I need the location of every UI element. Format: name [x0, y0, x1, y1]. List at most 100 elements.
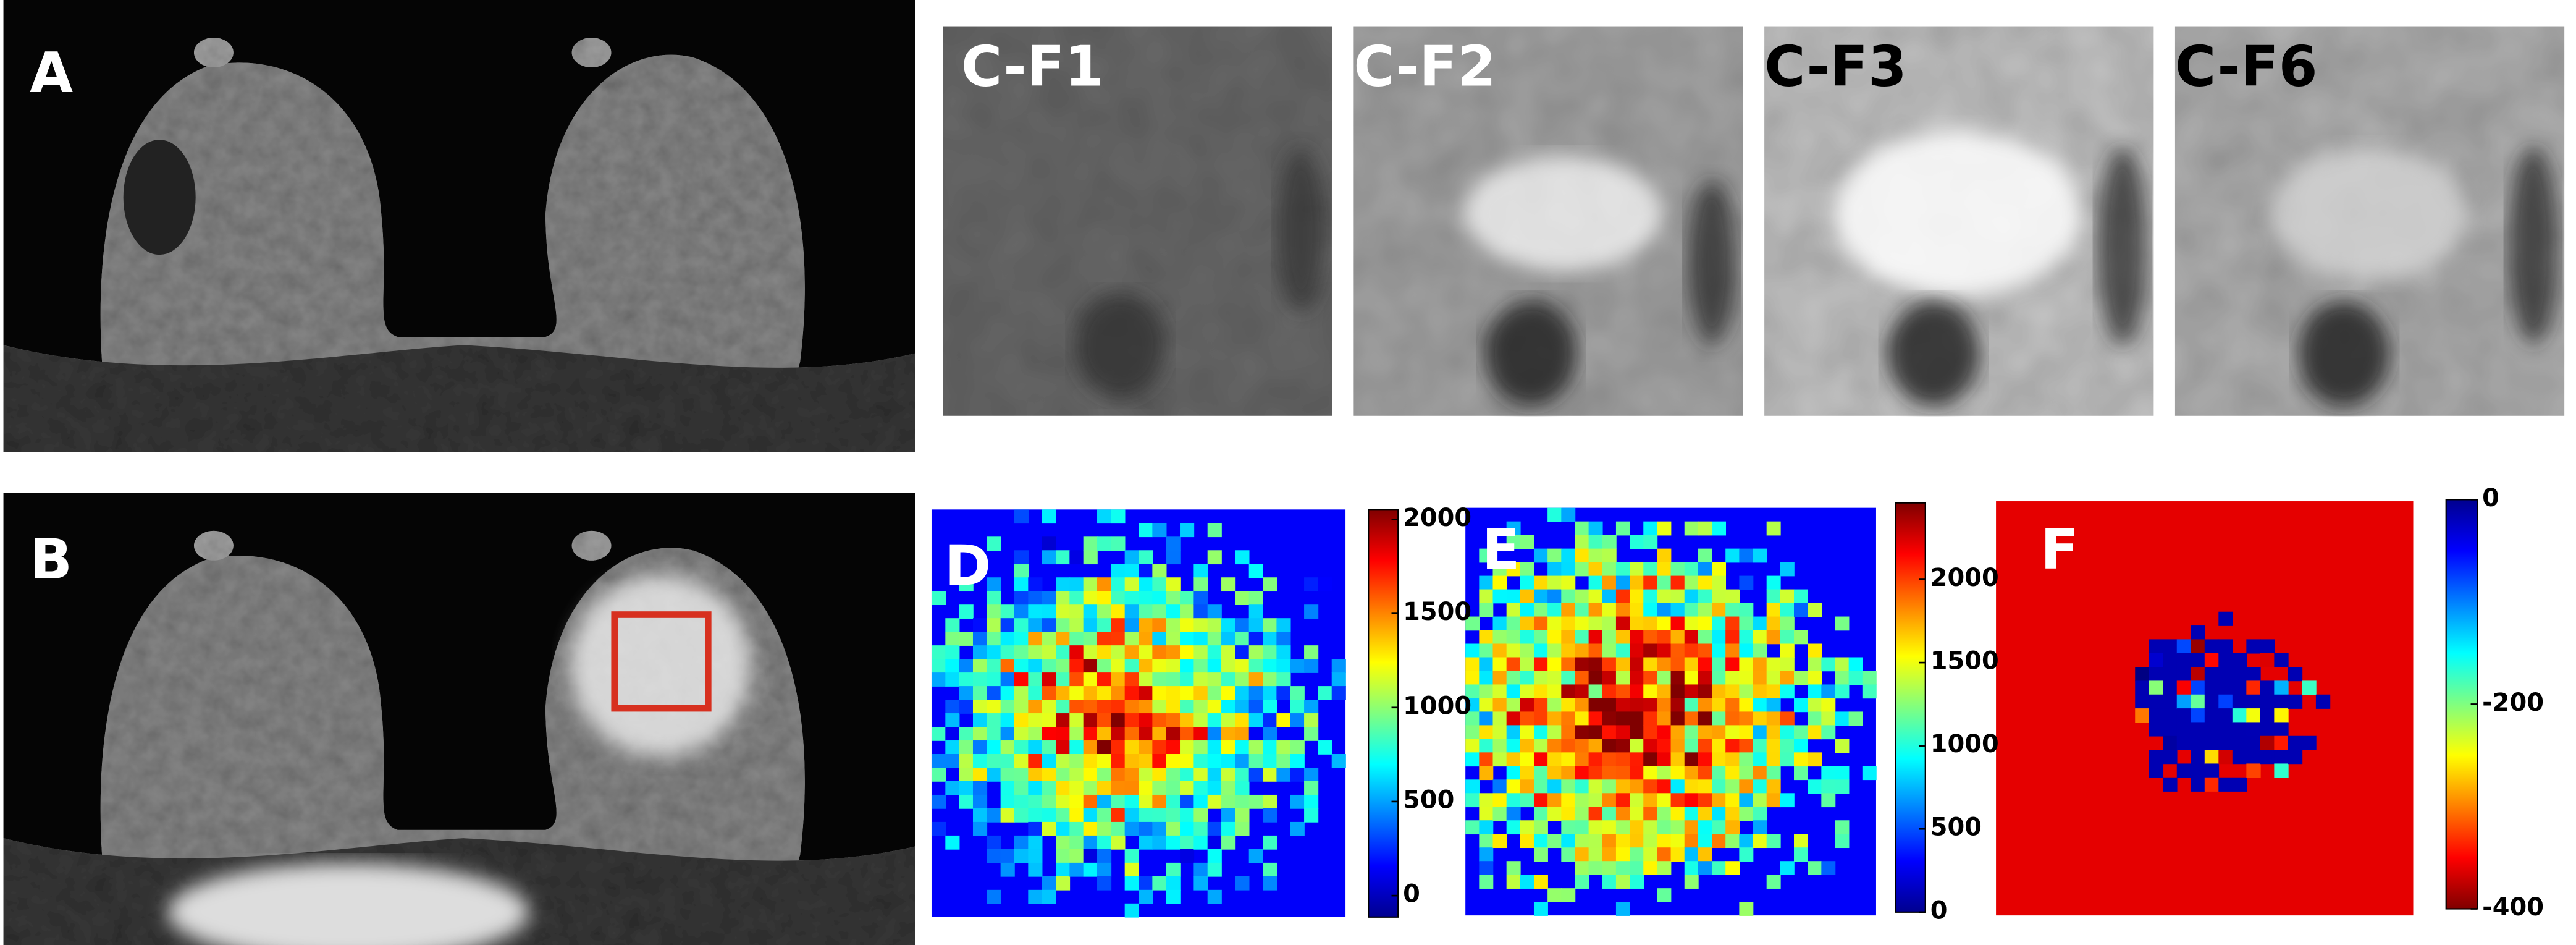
heatmap-cell: [2163, 735, 2178, 750]
heatmap-cell: [1547, 752, 1562, 767]
colorbar-scale: [1368, 509, 1399, 918]
heatmap-cell: [1561, 739, 1576, 753]
heatmap-cell: [1180, 754, 1195, 768]
heatmap-cell: [1235, 672, 1250, 687]
heatmap-cell: [1221, 727, 1236, 741]
heatmap-cell: [1547, 888, 1562, 902]
heatmap-cell: [1506, 698, 1521, 713]
heatmap-cell: [1615, 671, 1630, 685]
heatmap-cell: [1753, 630, 1767, 645]
heatmap-cell: [1602, 589, 1617, 604]
heatmap-cell: [1152, 672, 1167, 687]
heatmap-cell: [1055, 808, 1071, 823]
heatmap-cell: [1000, 794, 1015, 809]
heatmap-cell: [1152, 591, 1167, 606]
heatmap-cell: [1492, 643, 1507, 658]
heatmap-cell: [1492, 725, 1507, 740]
heatmap-cell: [1780, 752, 1795, 767]
heatmap-cell: [1069, 659, 1084, 673]
heatmap-cell: [1304, 645, 1319, 659]
heatmap-cell: [1014, 591, 1029, 606]
heatmap-cell: [1588, 684, 1603, 699]
heatmap-cell: [1221, 821, 1236, 836]
heatmap-cell: [1290, 767, 1305, 782]
heatmap-cell: [1069, 632, 1084, 646]
heatmap-cell: [1221, 632, 1236, 646]
heatmap-cell: [1657, 616, 1672, 631]
heatmap-cell: [1712, 589, 1727, 604]
heatmap-cell: [1111, 672, 1126, 687]
heatmap-cell: [1753, 684, 1767, 699]
heatmap-cell: [1083, 618, 1098, 632]
heatmap-cell: [1111, 686, 1126, 700]
heatmap-cell: [1615, 779, 1630, 794]
heatmap-cell: [2135, 694, 2150, 709]
heatmap-cell: [1248, 686, 1263, 700]
heatmap-cell: [972, 740, 988, 755]
heatmap-cell: [1042, 781, 1056, 795]
heatmap-cell: [959, 659, 974, 673]
heatmap-cell: [1152, 781, 1167, 795]
heatmap-cell: [2163, 639, 2178, 654]
heatmap-cell: [1766, 766, 1781, 781]
heatmap-cell: [1575, 861, 1589, 875]
heatmap-cell: [1725, 711, 1740, 726]
heatmap-cell: [1506, 779, 1521, 794]
heatmap-cell: [2232, 667, 2247, 682]
heatmap-cell: [1069, 835, 1084, 850]
heatmap-cell: [1042, 645, 1056, 659]
heatmap-cell: [1766, 739, 1781, 753]
heatmap-cell: [1643, 847, 1658, 862]
heatmap-cell: [1000, 686, 1015, 700]
heatmap-cell: [972, 659, 988, 673]
heatmap-cell: [1698, 711, 1712, 726]
heatmap-cell: [1207, 754, 1222, 768]
heatmap-cell: [987, 754, 1001, 768]
heatmap-cell: [1235, 794, 1250, 809]
heatmap-cell: [1193, 835, 1208, 850]
heatmap-cell: [1042, 740, 1056, 755]
heatmap-cell: [1069, 754, 1084, 768]
heatmap-cell: [1575, 875, 1589, 889]
heatmap-cell: [987, 849, 1001, 863]
heatmap-cell: [1602, 643, 1617, 658]
heatmap-cell: [1014, 577, 1029, 592]
heatmap-cell: [1248, 632, 1263, 646]
heatmap-cell: [1698, 603, 1712, 617]
heatmap-cell: [1124, 618, 1139, 632]
heatmap-cell: [1588, 698, 1603, 713]
heatmap-cell: [1630, 725, 1644, 740]
heatmap-cell: [1014, 794, 1029, 809]
heatmap-cell: [2260, 653, 2275, 667]
heatmap-cell: [1331, 659, 1346, 673]
heatmap-cell: [1028, 618, 1043, 632]
heatmap-cell: [2191, 750, 2205, 765]
heatmap-cell: [1753, 739, 1767, 753]
heatmap-cell: [1097, 808, 1112, 823]
heatmap-cell: [1533, 671, 1548, 685]
heatmap-cell: [1835, 711, 1850, 726]
heatmap-cell: [1575, 793, 1589, 808]
heatmap-cell: [1028, 821, 1043, 836]
heatmap-cell: [1712, 657, 1727, 672]
heatmap-cell: [2218, 735, 2233, 750]
heatmap-cell: [1588, 807, 1603, 821]
heatmap-cell: [1739, 657, 1754, 672]
heatmap-cell: [1670, 616, 1685, 631]
heatmap-cell: [1533, 711, 1548, 726]
heatmap-cell: [2149, 653, 2164, 667]
heatmap-cell: [1561, 752, 1576, 767]
heatmap-cell: [972, 808, 988, 823]
heatmap-cell: [1575, 548, 1589, 563]
heatmap-cell: [1069, 849, 1084, 863]
heatmap-cell: [1139, 713, 1153, 727]
heatmap-cell: [1712, 711, 1727, 726]
heatmap-cell: [1533, 643, 1548, 658]
heatmap-cell: [1808, 752, 1822, 767]
heatmap-cell: [1014, 713, 1029, 727]
heatmap-cell: [1615, 589, 1630, 604]
heatmap-cell: [1506, 562, 1521, 577]
heatmap-cell: [1698, 847, 1712, 862]
heatmap-cell: [1766, 521, 1781, 536]
